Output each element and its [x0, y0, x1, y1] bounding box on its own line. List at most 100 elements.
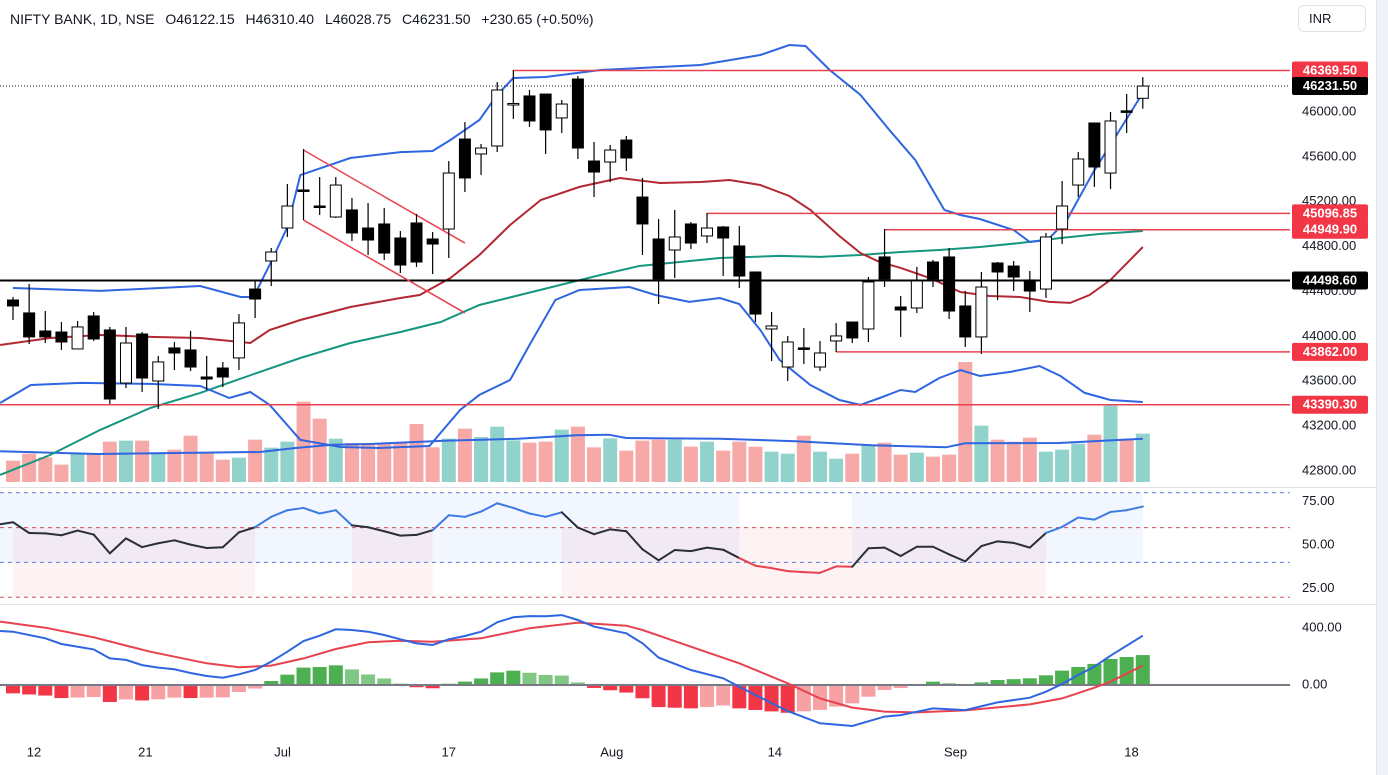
rsi-line-segment: [92, 533, 111, 555]
candle[interactable]: [878, 229, 891, 288]
channel-trendline[interactable]: [303, 149, 466, 244]
candle[interactable]: [345, 197, 358, 242]
candle[interactable]: [216, 361, 229, 387]
candle[interactable]: [523, 90, 536, 128]
candle[interactable]: [136, 332, 149, 393]
candle[interactable]: [507, 70, 520, 119]
candle[interactable]: [1056, 180, 1069, 244]
candle[interactable]: [1104, 112, 1117, 189]
macd-histogram-bar: [22, 685, 37, 695]
candle[interactable]: [394, 231, 407, 273]
candle[interactable]: [749, 271, 762, 323]
candle[interactable]: [71, 321, 84, 350]
candle[interactable]: [1072, 152, 1085, 198]
candle[interactable]: [701, 212, 714, 244]
candle[interactable]: [200, 355, 213, 391]
candle[interactable]: [39, 311, 52, 343]
candle[interactable]: [442, 161, 455, 258]
candle[interactable]: [426, 232, 439, 275]
candle[interactable]: [894, 295, 907, 337]
candle[interactable]: [265, 247, 278, 287]
candle[interactable]: [636, 177, 649, 256]
candle[interactable]: [1088, 122, 1101, 187]
symbol-name[interactable]: NIFTY BANK, 1D, NSE: [10, 11, 155, 27]
volume-bar: [183, 435, 198, 482]
candle[interactable]: [1120, 94, 1133, 133]
bollinger-lower-line: [0, 285, 1143, 450]
candle[interactable]: [571, 75, 584, 160]
candle[interactable]: [765, 312, 778, 361]
candle[interactable]: [410, 213, 423, 267]
candle[interactable]: [781, 335, 794, 382]
candle[interactable]: [555, 99, 568, 133]
rsi-line-segment: [867, 546, 886, 550]
candle[interactable]: [87, 312, 100, 341]
candle[interactable]: [684, 222, 697, 249]
candle[interactable]: [830, 323, 843, 352]
candle[interactable]: [475, 143, 488, 176]
price-tag: [1292, 271, 1368, 290]
candle[interactable]: [152, 355, 165, 409]
candle[interactable]: [297, 149, 310, 221]
candle[interactable]: [313, 177, 326, 215]
macd-histogram-bar: [409, 685, 424, 688]
candle[interactable]: [458, 122, 471, 192]
candle[interactable]: [168, 341, 181, 371]
volume-bar: [280, 441, 295, 482]
candle[interactable]: [249, 280, 262, 318]
candle[interactable]: [281, 184, 294, 237]
candle[interactable]: [797, 327, 810, 364]
candle[interactable]: [1136, 77, 1149, 109]
price-tag-label: 44949.90: [1303, 222, 1357, 237]
candle[interactable]: [491, 82, 504, 153]
candle[interactable]: [1039, 232, 1052, 299]
candle[interactable]: [717, 225, 730, 277]
candle[interactable]: [329, 177, 342, 219]
candle[interactable]: [604, 144, 617, 183]
candle[interactable]: [184, 330, 197, 372]
candle[interactable]: [926, 259, 939, 288]
volume-bar: [619, 450, 634, 482]
price-pane[interactable]: [0, 43, 1290, 476]
time-axis-label: Aug: [600, 744, 623, 759]
candle[interactable]: [846, 321, 859, 343]
volume-bar: [877, 442, 892, 482]
volume-bar: [1006, 441, 1021, 482]
volume-bar: [1103, 405, 1118, 482]
candle[interactable]: [103, 326, 116, 404]
rsi-line-segment: [447, 514, 466, 518]
candle-body: [733, 245, 746, 277]
candle-body: [184, 349, 197, 368]
currency-button[interactable]: INR: [1298, 5, 1366, 32]
candle[interactable]: [975, 271, 988, 354]
rsi-pane[interactable]: [0, 502, 1144, 574]
channel-trendline[interactable]: [303, 219, 466, 314]
macd-pane[interactable]: [0, 614, 1290, 728]
candle[interactable]: [862, 277, 875, 342]
candle[interactable]: [119, 326, 132, 388]
candle[interactable]: [668, 209, 681, 279]
candle[interactable]: [910, 266, 923, 314]
candle[interactable]: [943, 247, 956, 319]
candle[interactable]: [1023, 270, 1036, 313]
candle[interactable]: [959, 290, 972, 347]
candle[interactable]: [588, 141, 601, 198]
rsi-line-segment: [0, 521, 14, 526]
candle[interactable]: [23, 283, 36, 345]
candle[interactable]: [652, 219, 665, 304]
candle[interactable]: [378, 208, 391, 260]
candle[interactable]: [1007, 260, 1020, 292]
candle[interactable]: [539, 93, 552, 154]
candle[interactable]: [733, 225, 746, 289]
candle[interactable]: [814, 340, 826, 372]
candle[interactable]: [362, 202, 375, 256]
candle-body: [168, 347, 181, 354]
candle[interactable]: [232, 314, 245, 371]
candle[interactable]: [620, 136, 633, 172]
candle[interactable]: [55, 322, 68, 350]
candle[interactable]: [7, 297, 19, 321]
rsi-line-segment: [44, 532, 63, 537]
candle[interactable]: [991, 261, 1004, 301]
candle-body: [588, 160, 601, 173]
